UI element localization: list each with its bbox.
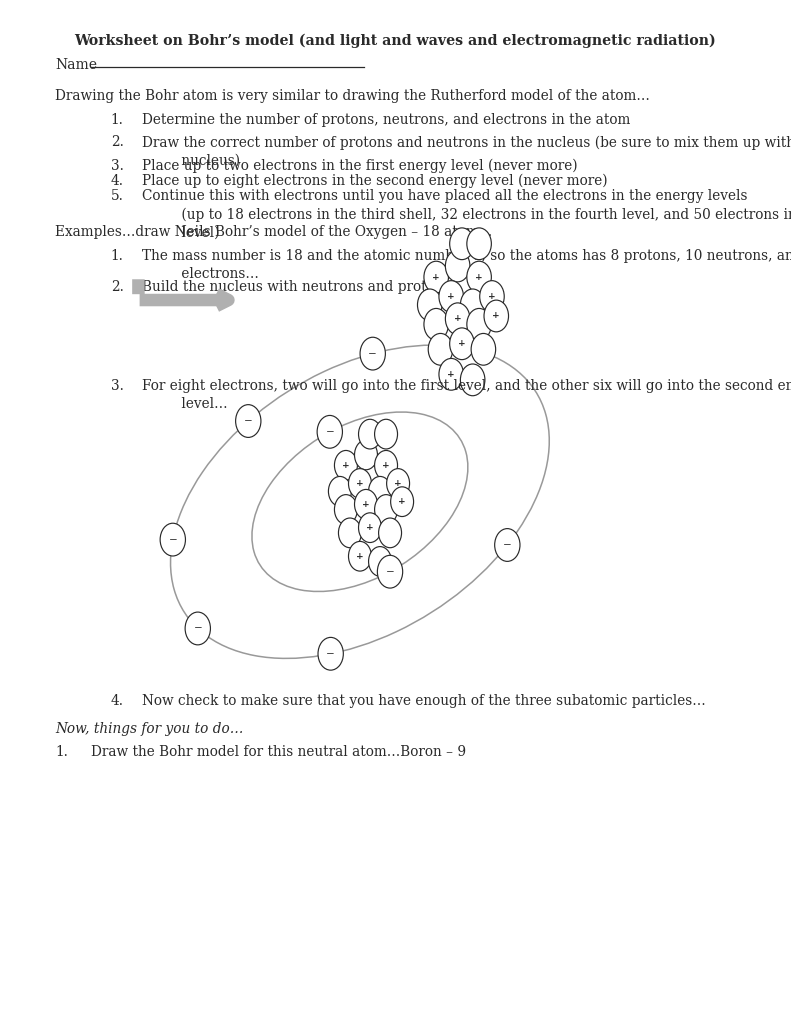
Text: 3.: 3. <box>111 379 123 393</box>
Circle shape <box>449 328 474 359</box>
Text: 4.: 4. <box>111 694 123 709</box>
Circle shape <box>236 404 261 437</box>
Text: 2.: 2. <box>111 280 123 294</box>
Text: +: + <box>475 272 483 282</box>
Text: +: + <box>382 461 390 470</box>
Text: Now, things for you to do…: Now, things for you to do… <box>55 722 244 736</box>
Circle shape <box>185 612 210 645</box>
Circle shape <box>335 451 358 480</box>
Circle shape <box>349 469 372 499</box>
Text: −: − <box>168 535 177 545</box>
Circle shape <box>358 419 381 449</box>
Text: 2.: 2. <box>111 135 123 150</box>
Circle shape <box>354 440 377 470</box>
Circle shape <box>160 523 185 556</box>
Circle shape <box>318 637 343 670</box>
Circle shape <box>360 337 385 370</box>
Text: Place up to two electrons in the first energy level (never more): Place up to two electrons in the first e… <box>142 159 578 173</box>
Text: +: + <box>448 370 455 379</box>
Text: +: + <box>394 479 402 488</box>
Text: Build the nucleus with neutrons and protons: Build the nucleus with neutrons and prot… <box>142 280 451 294</box>
Text: −: − <box>325 427 334 437</box>
Text: +: + <box>366 523 374 532</box>
Text: +: + <box>433 272 440 282</box>
Text: −: − <box>386 566 395 577</box>
Text: +: + <box>488 292 496 301</box>
Text: Draw the Bohr model for this neutral atom…Boron – 9: Draw the Bohr model for this neutral ato… <box>91 745 466 760</box>
Text: +: + <box>362 500 370 509</box>
Text: Determine the number of protons, neutrons, and electrons in the atom: Determine the number of protons, neutron… <box>142 113 630 127</box>
Text: Draw the correct number of protons and neutrons in the nucleus (be sure to mix t: Draw the correct number of protons and n… <box>142 135 791 167</box>
Circle shape <box>317 416 343 449</box>
Text: Name: Name <box>55 58 97 73</box>
Circle shape <box>467 228 491 260</box>
Text: +: + <box>458 339 466 348</box>
Text: Drawing the Bohr atom is very similar to drawing the Rutherford model of the ato: Drawing the Bohr atom is very similar to… <box>55 89 650 103</box>
Circle shape <box>460 289 485 321</box>
Text: +: + <box>356 552 364 561</box>
Circle shape <box>439 281 464 312</box>
Text: 1.: 1. <box>111 113 123 127</box>
Circle shape <box>460 364 485 395</box>
Circle shape <box>335 495 358 524</box>
Circle shape <box>424 308 448 340</box>
Text: −: − <box>369 348 377 358</box>
Text: +: + <box>399 498 406 506</box>
Text: +: + <box>342 461 350 470</box>
Circle shape <box>377 555 403 588</box>
Circle shape <box>387 469 410 499</box>
Circle shape <box>369 547 392 577</box>
Circle shape <box>391 486 414 516</box>
Circle shape <box>494 528 520 561</box>
Text: The mass number is 18 and the atomic number 8, so the atoms has 8 protons, 10 ne: The mass number is 18 and the atomic num… <box>142 249 791 281</box>
Circle shape <box>445 250 470 282</box>
Circle shape <box>439 358 464 390</box>
Circle shape <box>484 300 509 332</box>
Circle shape <box>428 334 452 366</box>
Circle shape <box>418 289 442 321</box>
Circle shape <box>467 308 491 340</box>
Circle shape <box>358 513 381 543</box>
Circle shape <box>375 419 398 449</box>
Text: −: − <box>194 624 202 634</box>
Text: −: − <box>503 540 512 550</box>
Circle shape <box>445 303 470 335</box>
Text: +: + <box>493 311 500 321</box>
Text: Worksheet on Bohr’s model (and light and waves and electromagnetic radiation): Worksheet on Bohr’s model (and light and… <box>74 34 717 48</box>
Text: For eight electrons, two will go into the first level, and the other six will go: For eight electrons, two will go into th… <box>142 379 791 411</box>
Text: Now check to make sure that you have enough of the three subatomic particles…: Now check to make sure that you have eno… <box>142 694 706 709</box>
Circle shape <box>467 261 491 293</box>
Text: 1.: 1. <box>111 249 123 263</box>
Circle shape <box>379 518 402 548</box>
Text: −: − <box>244 416 252 426</box>
Circle shape <box>424 261 448 293</box>
Circle shape <box>375 451 398 480</box>
Text: +: + <box>356 479 364 488</box>
Circle shape <box>375 495 398 524</box>
Text: Continue this with electrons until you have placed all the electrons in the ener: Continue this with electrons until you h… <box>142 189 791 240</box>
Text: 5.: 5. <box>111 189 123 204</box>
Circle shape <box>328 476 351 506</box>
Circle shape <box>479 281 504 312</box>
Text: Place up to eight electrons in the second energy level (never more): Place up to eight electrons in the secon… <box>142 174 608 188</box>
Circle shape <box>449 228 474 260</box>
Text: +: + <box>454 314 461 324</box>
Circle shape <box>339 518 361 548</box>
Text: 1.: 1. <box>55 745 68 760</box>
Text: −: − <box>327 649 335 658</box>
Text: Examples…draw Neils Bohr’s model of the Oxygen – 18 atom…: Examples…draw Neils Bohr’s model of the … <box>55 225 493 240</box>
Text: +: + <box>448 292 455 301</box>
Text: 3.: 3. <box>111 159 123 173</box>
Circle shape <box>471 334 496 366</box>
Circle shape <box>369 476 392 506</box>
Circle shape <box>349 542 372 571</box>
Text: 4.: 4. <box>111 174 123 188</box>
Circle shape <box>354 489 377 519</box>
